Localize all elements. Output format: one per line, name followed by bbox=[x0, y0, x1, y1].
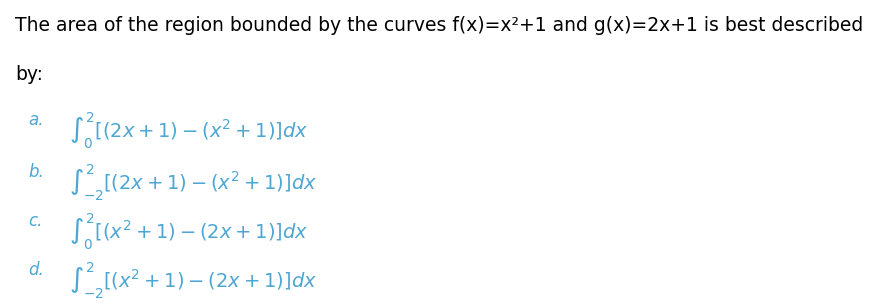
Text: b.: b. bbox=[29, 163, 44, 181]
Text: a.: a. bbox=[29, 111, 44, 129]
Text: c.: c. bbox=[29, 212, 43, 230]
Text: $\int_{0}^{2}[(x^2+1)-(2x+1)]dx$: $\int_{0}^{2}[(x^2+1)-(2x+1)]dx$ bbox=[70, 212, 308, 252]
Text: $\int_{-2}^{2}[(2x+1)-(x^2+1)]dx$: $\int_{-2}^{2}[(2x+1)-(x^2+1)]dx$ bbox=[70, 163, 317, 203]
Text: $\int_{-2}^{2}[(x^2+1)-(2x+1)]dx$: $\int_{-2}^{2}[(x^2+1)-(2x+1)]dx$ bbox=[70, 261, 317, 302]
Text: by:: by: bbox=[15, 65, 43, 84]
Text: d.: d. bbox=[29, 261, 44, 279]
Text: The area of the region bounded by the curves f(x)=x²+1 and g(x)=2x+1 is best des: The area of the region bounded by the cu… bbox=[15, 16, 862, 35]
Text: $\int_{0}^{2}[(2x+1)-(x^2+1)]dx$: $\int_{0}^{2}[(2x+1)-(x^2+1)]dx$ bbox=[70, 111, 308, 151]
